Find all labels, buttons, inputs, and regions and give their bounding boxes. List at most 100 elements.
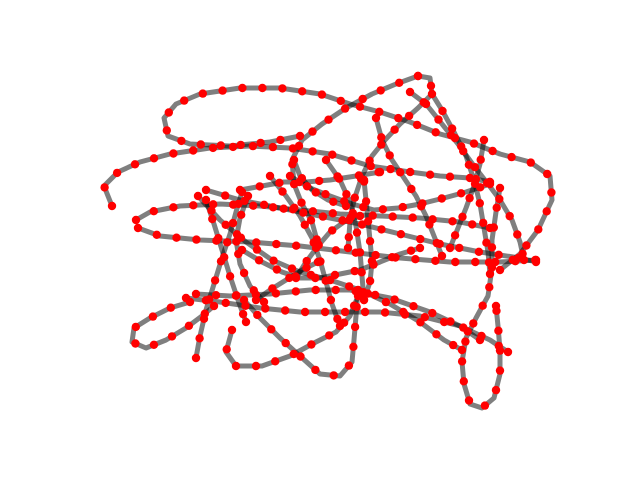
graph-node: [162, 126, 171, 135]
graph-node: [450, 231, 460, 240]
graph-edge: [135, 225, 539, 265]
graph-node: [363, 217, 373, 226]
graph-node: [395, 78, 404, 88]
graph-node: [479, 135, 489, 145]
graph-node: [464, 396, 474, 405]
graph-node: [349, 342, 358, 351]
graph-node: [232, 291, 241, 300]
graph-node: [209, 301, 219, 311]
graph-node: [459, 146, 468, 156]
graph-node: [345, 282, 354, 291]
graph-node: [526, 158, 535, 167]
graph-node: [371, 113, 381, 123]
graph-node: [330, 270, 340, 280]
graph-node: [216, 141, 225, 150]
graph-node: [255, 182, 264, 191]
graph-node: [478, 301, 487, 310]
graph-node: [218, 86, 227, 95]
graph-node: [388, 212, 397, 221]
graph-node: [458, 212, 467, 221]
graph-node: [169, 203, 178, 212]
graph-node: [495, 265, 505, 275]
graph-node: [480, 401, 490, 410]
graph-node: [445, 172, 455, 181]
graph-node: [287, 264, 297, 273]
graph-node: [340, 104, 350, 113]
graph-node: [201, 195, 211, 205]
graph-node: [445, 243, 455, 253]
graph-node: [328, 150, 337, 159]
graph-node: [457, 345, 467, 355]
graph-node: [241, 317, 251, 327]
graph-node: [291, 287, 300, 296]
graph-node: [474, 247, 484, 256]
graph-node: [365, 156, 374, 165]
graph-node: [189, 201, 198, 210]
graph-node: [177, 136, 186, 146]
graph-node: [307, 340, 316, 349]
graph-node: [409, 302, 418, 311]
graph-node: [485, 269, 495, 279]
graph-node: [268, 142, 278, 152]
graph-node: [196, 140, 205, 149]
graph-node: [381, 297, 391, 307]
graph-node: [302, 256, 311, 266]
graph-node: [261, 304, 270, 313]
graph-node: [361, 197, 371, 206]
graph-node: [331, 285, 340, 295]
graph-node: [413, 71, 423, 81]
graph-node: [417, 202, 426, 211]
graph-node: [375, 107, 384, 117]
graph-node: [252, 238, 261, 247]
graph-node: [210, 276, 220, 285]
graph-node: [321, 276, 330, 285]
graph-node: [191, 289, 201, 299]
graph-node: [495, 183, 505, 193]
graph-node: [148, 312, 158, 321]
graph-node: [505, 211, 514, 221]
graph-node: [359, 295, 369, 305]
graph-node: [335, 321, 345, 331]
graph-node: [386, 164, 395, 174]
graph-node: [130, 160, 140, 169]
graph-node: [329, 197, 338, 206]
graph-node: [416, 234, 425, 244]
graph-node: [378, 205, 388, 214]
graph-node: [221, 191, 230, 200]
graph-node: [491, 301, 501, 311]
graph-node: [358, 94, 367, 104]
graph-node: [228, 142, 238, 152]
graph-node: [239, 268, 249, 278]
graph-node: [461, 337, 470, 346]
graph-node: [468, 220, 477, 229]
graph-node: [269, 256, 278, 265]
graph-node: [440, 317, 449, 327]
graph-node: [428, 308, 437, 318]
graph-node: [311, 285, 320, 295]
graph-node: [149, 207, 158, 216]
graph-node: [331, 246, 341, 255]
graph-node: [238, 309, 248, 319]
graph-node: [415, 243, 425, 253]
graph-node: [191, 353, 201, 363]
graph-node: [348, 208, 357, 218]
graph-node: [278, 84, 287, 93]
graph-node: [338, 216, 347, 225]
graph-node: [463, 327, 472, 336]
graph-node: [149, 154, 159, 163]
graph-node: [344, 215, 354, 225]
graph-node: [457, 357, 467, 366]
graph-node: [451, 257, 460, 267]
graph-node: [371, 290, 380, 300]
graph-node: [425, 170, 435, 179]
graph-node: [456, 189, 466, 198]
graph-node: [543, 169, 552, 179]
graph-node: [447, 124, 457, 133]
graph-node: [360, 307, 370, 317]
graph-node: [376, 86, 385, 95]
graph-node: [281, 338, 290, 348]
graph-node: [491, 257, 500, 267]
graph-node: [431, 128, 440, 137]
graph-node: [237, 245, 247, 255]
graph-node: [318, 212, 328, 221]
